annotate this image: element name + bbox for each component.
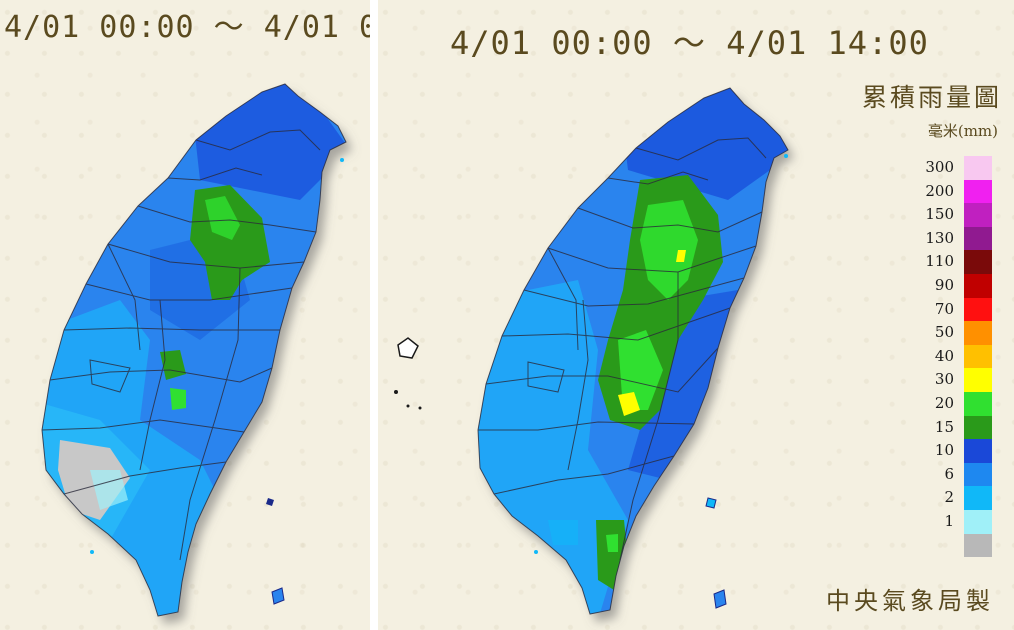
legend-swatch: [964, 368, 992, 392]
legend-swatch: [964, 344, 992, 369]
legend-label: 90: [934, 275, 954, 294]
legend-row: 110: [908, 250, 998, 274]
legend-swatch: [964, 179, 992, 204]
legend-swatch: [964, 439, 992, 463]
legend-swatch: [964, 273, 992, 298]
legend-swatch: [964, 533, 992, 558]
left-time-range: 4/01 00:00 ～ 4/01 05:00: [4, 10, 370, 45]
legend-row: 300: [908, 156, 998, 180]
legend-label: 200: [925, 181, 954, 200]
legend-label: 50: [934, 323, 954, 342]
rainfall-legend: 300 200 150 130 110 90 70 50 40 30 20 15 10 6 2 1: [908, 156, 998, 558]
legend-label: 1: [944, 511, 954, 530]
legend-row: 1: [908, 509, 998, 534]
legend-label: 130: [925, 228, 954, 247]
legend-label: 15: [934, 417, 954, 436]
legend-swatch: [964, 321, 992, 345]
legend-unit: 毫米(mm): [927, 122, 998, 140]
legend-swatch: [964, 486, 992, 510]
credit-text: 中央氣象局製: [826, 587, 994, 615]
legend-swatch: [964, 391, 992, 416]
legend-label: 2: [944, 488, 954, 507]
legend-row: 10: [908, 439, 998, 463]
legend-swatch: [964, 156, 992, 180]
legend-row: 200: [908, 179, 998, 204]
right-time-range: 4/01 00:00 ～ 4/01 14:00: [450, 24, 929, 62]
legend-row: 2: [908, 486, 998, 510]
legend-label: 300: [925, 158, 954, 176]
legend-row: 70: [908, 297, 998, 322]
legend-label: 40: [934, 346, 954, 365]
legend-label: 110: [925, 252, 954, 271]
legend-row: 150: [908, 203, 998, 227]
legend-label: 10: [934, 441, 954, 460]
legend-swatch: [964, 203, 992, 227]
legend-label: 150: [925, 205, 954, 224]
right-taiwan-rainfall-map: [394, 87, 789, 615]
right-rainfall-panel: 4/01 00:00 ～ 4/01 14:00: [378, 0, 1014, 630]
legend-row: 130: [908, 226, 998, 251]
legend-swatch: [964, 415, 992, 440]
legend-swatch: [964, 226, 992, 251]
legend-row: 50: [908, 321, 998, 345]
legend-label: 30: [934, 370, 954, 389]
legend-swatch: [964, 250, 992, 274]
legend-row: 20: [908, 391, 998, 416]
legend-label: 6: [944, 464, 954, 483]
left-rainfall-panel: 4/01 00:00 ～ 4/01 05:00: [0, 0, 370, 630]
legend-row: 15: [908, 415, 998, 440]
legend-label: 70: [934, 299, 954, 318]
legend-row: 40: [908, 344, 998, 369]
legend-row: 90: [908, 273, 998, 298]
legend-swatch: [964, 462, 992, 487]
legend-swatch: [964, 509, 992, 534]
legend-row: 30: [908, 368, 998, 392]
legend-row: [908, 533, 998, 558]
legend-label: 20: [934, 393, 954, 412]
legend-swatch: [964, 297, 992, 322]
left-taiwan-rainfall-map: [41, 83, 347, 617]
legend-row: 6: [908, 462, 998, 487]
legend-title: 累積雨量圖: [861, 83, 1002, 112]
